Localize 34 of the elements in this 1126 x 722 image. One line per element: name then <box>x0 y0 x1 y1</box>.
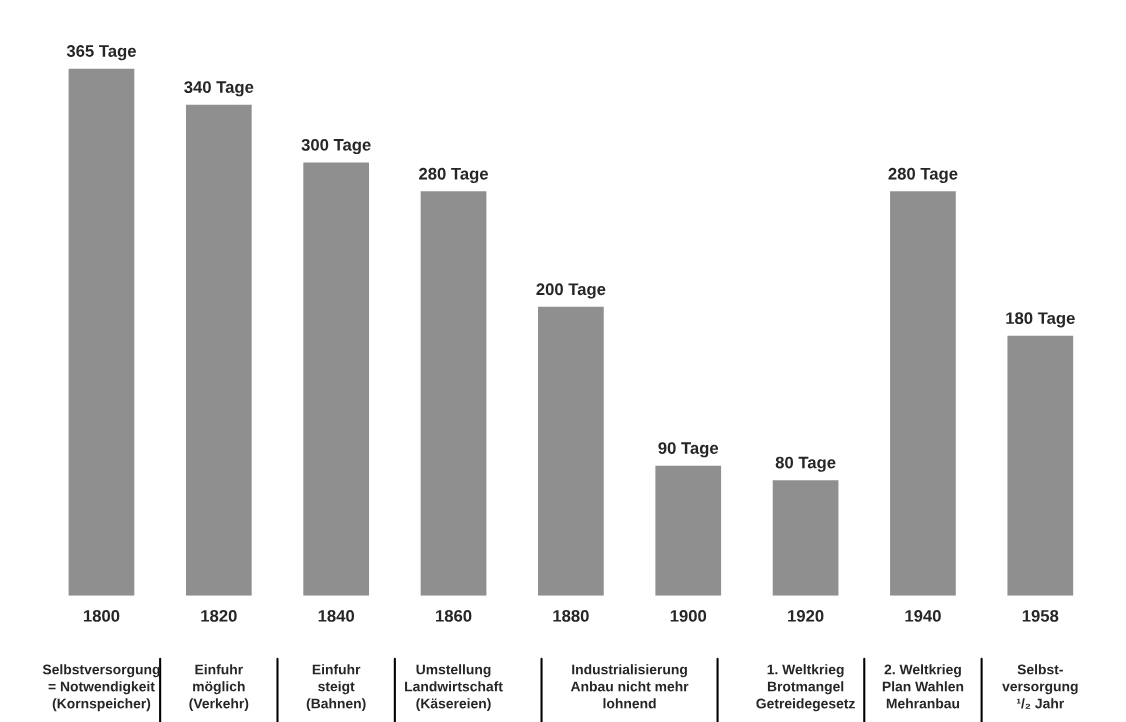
bar <box>1007 335 1074 596</box>
text: Industrialisierung Anbau nicht mehr lohnend <box>570 664 689 709</box>
data-label: 300 Tage <box>301 138 371 155</box>
text: 2. Weltkrieg Plan Wahlen Mehranbau <box>882 664 964 709</box>
x-tick-label: 1900 <box>670 609 707 622</box>
data-label: 280 Tage <box>419 167 489 183</box>
bar <box>772 480 839 596</box>
data-label: 80 Tage <box>775 456 836 472</box>
text: 1. Weltkrieg Brotmangel Getreidegesetz <box>756 664 855 712</box>
bar <box>890 191 956 596</box>
text: Selbst- versorgung ¹/₂ Jahr <box>1002 664 1078 709</box>
data-label: 180 Tage <box>1006 312 1075 328</box>
x-tick-label: 1820 <box>201 609 237 622</box>
x-tick-label: 1800 <box>83 609 120 622</box>
bar <box>655 465 722 596</box>
data-label: 90 Tage <box>658 442 719 458</box>
bar <box>303 162 370 596</box>
bar <box>185 104 252 596</box>
x-tick-label: 1860 <box>436 609 472 622</box>
x-tick-label: 1940 <box>905 609 941 622</box>
data-label: 200 Tage <box>536 283 606 299</box>
data-label: 365 Tage <box>66 45 136 61</box>
bar <box>68 68 135 596</box>
bar <box>420 191 487 596</box>
x-tick-label: 1958 <box>1022 609 1059 622</box>
data-label: 340 Tage <box>184 81 254 97</box>
x-tick-label: 1880 <box>553 609 589 622</box>
text: Einfuhr möglich (Verkehr) <box>189 664 249 712</box>
x-tick-label: 1840 <box>318 609 355 622</box>
text: Umstellung Landwirtschaft (Käsereien) <box>405 664 503 712</box>
bar <box>538 306 604 596</box>
data-label: 280 Tage <box>888 167 958 183</box>
text: Einfuhr steigt (Bahnen) <box>306 664 366 712</box>
x-tick-label: 1920 <box>788 609 824 622</box>
